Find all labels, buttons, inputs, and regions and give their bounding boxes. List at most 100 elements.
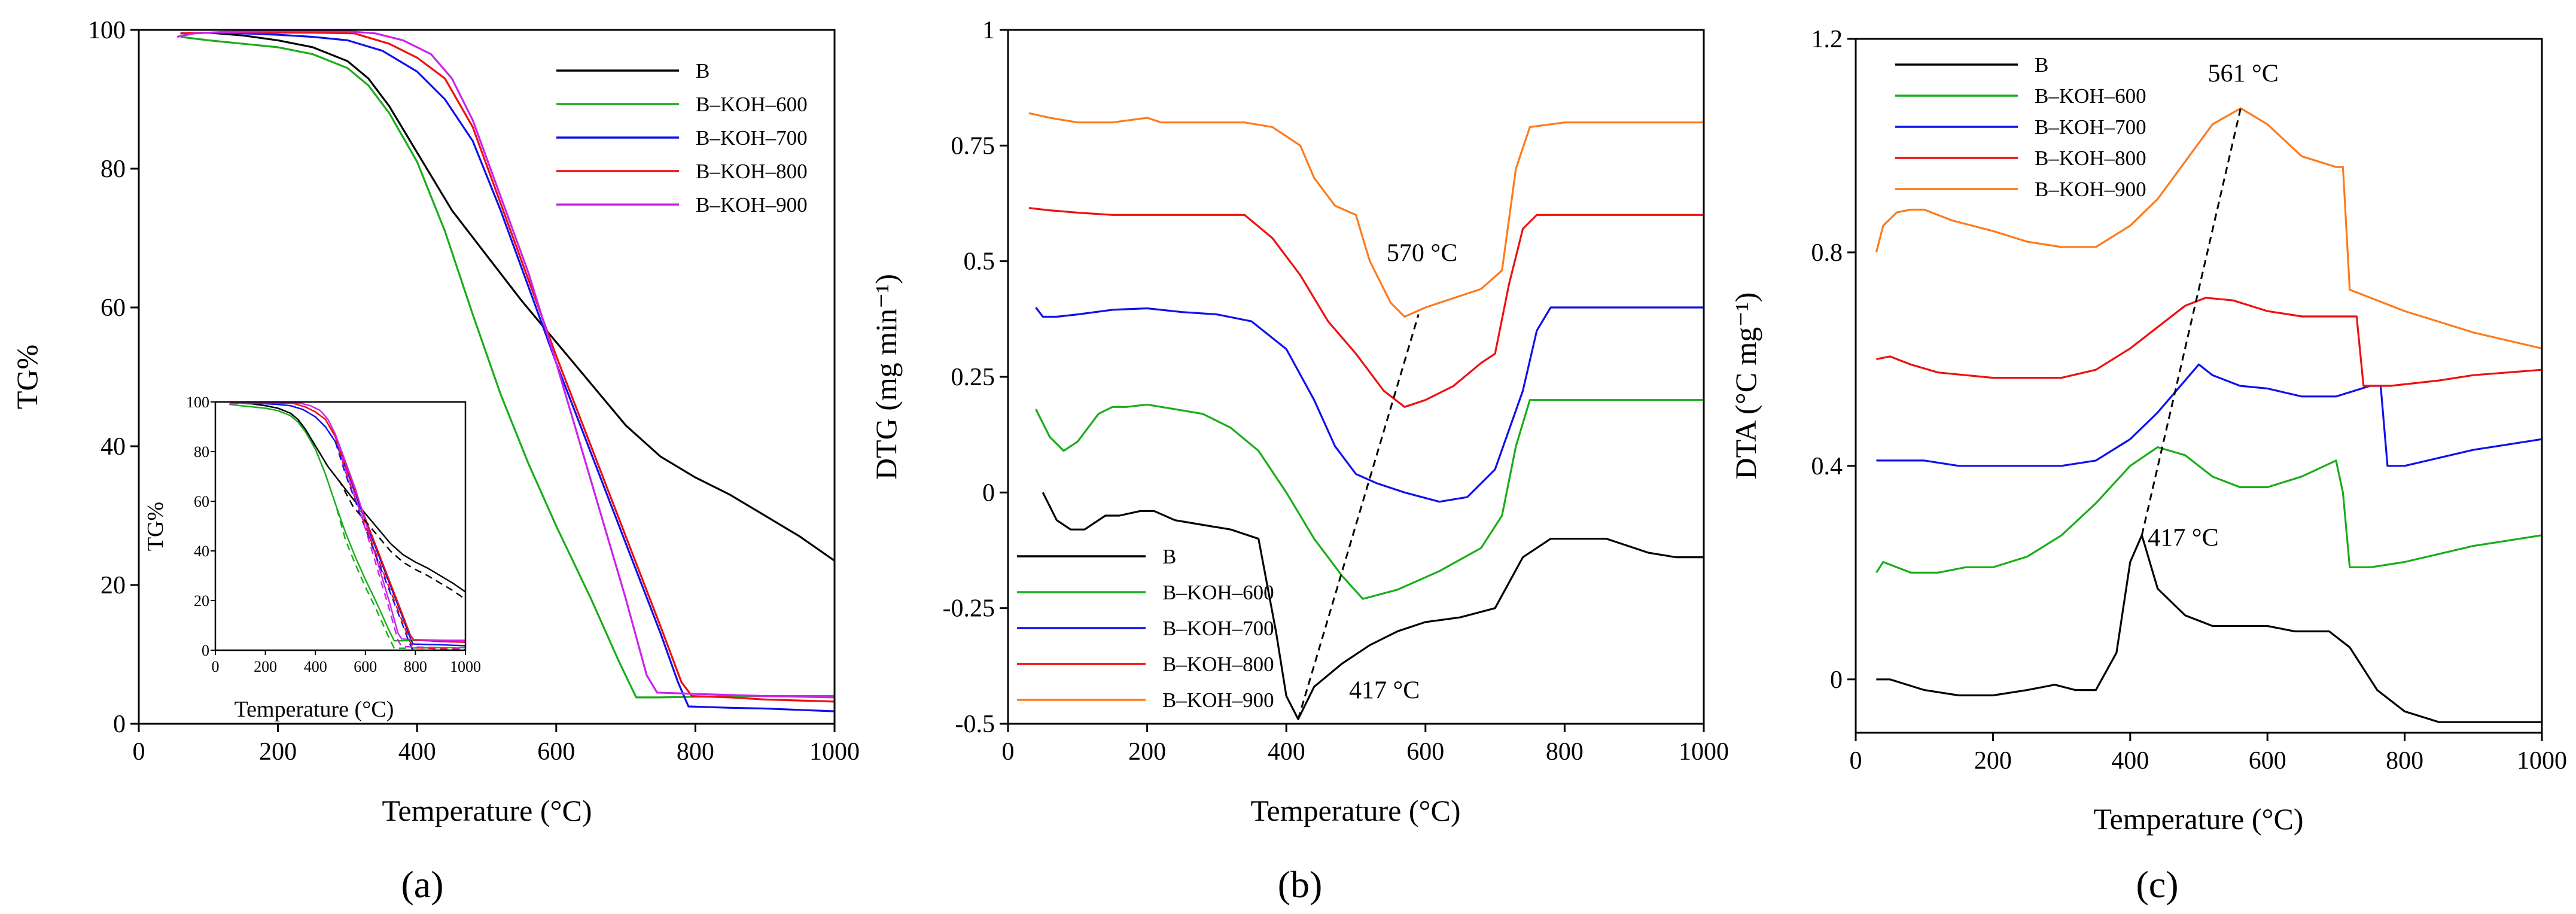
legend-label-b-koh-900: B–KOH–900 (696, 193, 808, 217)
legend-label-b: B (1162, 545, 1176, 568)
panel-c-frame (1855, 38, 2543, 734)
series-line-b-koh-600 (1035, 399, 1704, 600)
annotation-417c: 417 °C (2148, 525, 2218, 552)
panel-a-label: (a) (401, 863, 443, 906)
x-tick-label: 600 (1406, 738, 1444, 766)
x-tick-label: 800 (2386, 747, 2423, 775)
panel-a-inset: 0 200 400 600 800 1000 0 20 40 60 80 100 Temperatur… (143, 394, 481, 722)
y-tick-label: 20 (194, 592, 209, 610)
y-tick-label: 80 (101, 156, 126, 183)
x-tick-label: 400 (398, 738, 436, 766)
annotation-417c: 417 °C (1349, 677, 1420, 704)
y-tick-label: 1 (982, 17, 995, 44)
legend-label-b-koh-700: B–KOH–700 (2035, 115, 2146, 139)
x-tick-label: 1000 (1679, 738, 1729, 766)
legend-label-b-koh-900: B–KOH–900 (1162, 688, 1274, 712)
panel-c-dta-chart: 0 200 400 600 800 1000 0 0.4 0.8 1.2 Temperature … (1729, 26, 2567, 906)
y-tick-label: 40 (194, 543, 209, 560)
panel-b-axes: 0 200 400 600 800 1000 -0.5 -0.25 0 0.25 0.5 0.75 1 (943, 17, 1729, 766)
x-tick-label: 1000 (2517, 747, 2567, 775)
series-line-b-koh-800 (180, 32, 835, 703)
y-tick-label: 60 (101, 294, 126, 322)
y-tick-label: 0.75 (951, 132, 995, 160)
legend-label-b-koh-600: B–KOH–600 (1162, 581, 1274, 604)
peak-trend-line (1297, 314, 1420, 720)
legend-label-b: B (2035, 53, 2048, 77)
x-tick-label: 600 (354, 658, 377, 675)
legend-label-b-koh-900: B–KOH–900 (2035, 178, 2146, 201)
series-line-b-koh-800 (1028, 207, 1704, 408)
x-tick-label: 800 (1546, 738, 1584, 766)
x-tick-label: 1000 (450, 658, 481, 675)
y-tick-label: 0 (1830, 666, 1843, 694)
panel-c-label-text: (c) (2136, 863, 2178, 906)
series-line-b-dashed (230, 402, 466, 600)
y-tick-label: 1.2 (1811, 26, 1843, 53)
x-tick-label: 200 (1974, 747, 2012, 775)
x-tick-label: 0 (1850, 747, 1862, 775)
x-tick-label: 200 (1128, 738, 1166, 766)
legend-label-b-koh-600: B–KOH–600 (2035, 84, 2146, 108)
x-tick-label: 0 (1002, 738, 1015, 766)
y-tick-label: 0.5 (964, 248, 995, 276)
legend-label-b-koh-800: B–KOH–800 (1162, 653, 1274, 676)
x-tick-label: 400 (1268, 738, 1305, 766)
legend-label-b-koh-700: B–KOH–700 (696, 126, 808, 150)
panel-a-x-axis-label: Temperature (°C) (382, 794, 592, 827)
peak-trend-line (2140, 108, 2242, 536)
x-tick-label: 200 (259, 738, 297, 766)
legend-label-b: B (696, 59, 710, 83)
series-line-b (180, 32, 835, 562)
inset-background (215, 402, 465, 650)
panel-a-plot-area (176, 30, 835, 712)
panel-a-y-axis-label: TG% (10, 345, 44, 409)
series-line-b-koh-700 (1876, 363, 2542, 467)
inset-x-axis-label: Temperature (°C) (235, 697, 394, 722)
panel-b-label-text: (b) (1278, 863, 1323, 906)
y-tick-label: -0.25 (943, 595, 995, 623)
y-tick-label: 60 (194, 493, 209, 510)
y-tick-label: 0 (202, 642, 209, 659)
panel-b-x-axis-label: Temperature (°C) (1250, 794, 1460, 827)
series-line-b-koh-900 (1875, 107, 2542, 350)
panel-c-axes: 0 200 400 600 800 1000 0 0.4 0.8 1.2 (1811, 26, 2568, 775)
series-line-b-koh-900 (176, 30, 835, 699)
panel-c-legend: B B–KOH–600 B–KOH–700 B–KOH–800 B–KOH–900 (1895, 53, 2146, 201)
inset-axes: 0 200 400 600 800 1000 0 20 40 60 80 100 (186, 394, 481, 675)
legend-label-b-koh-800: B–KOH–800 (696, 160, 808, 183)
panel-a-legend: B B–KOH–600 B–KOH–700 B–KOH–800 B–KOH–900 (556, 59, 808, 217)
legend-label-b-koh-600: B–KOH–600 (696, 93, 808, 116)
annotation-570c: 570 °C (1387, 240, 1457, 267)
y-tick-label: 40 (101, 433, 126, 461)
panel-a-label-text: (a) (401, 863, 443, 906)
series-line-b-koh-700 (180, 32, 835, 712)
panel-b-annotations: 570 °C 417 °C (1297, 240, 1457, 720)
inset-frame (214, 401, 467, 651)
panel-c-plot-area (1875, 107, 2542, 723)
x-tick-label: 1000 (809, 738, 860, 766)
series-line-b-koh-600 (1875, 446, 2542, 574)
panel-c-annotations: 561 °C 417 °C (2140, 60, 2279, 552)
x-tick-label: 0 (212, 658, 220, 675)
panel-c-y-axis-label: DTA (°C mg⁻¹) (1729, 293, 1762, 480)
y-tick-label: -0.5 (955, 711, 995, 738)
legend-label-b-koh-800: B–KOH–800 (2035, 147, 2146, 170)
y-tick-label: 0.8 (1811, 239, 1843, 267)
series-line-b-koh-700 (1035, 306, 1704, 503)
x-tick-label: 600 (537, 738, 575, 766)
series-line-b-koh-800 (1876, 297, 2542, 387)
panel-b-legend: B B–KOH–600 B–KOH–700 B–KOH–800 B–KOH–900 (1017, 545, 1274, 712)
panel-b-label: (b) (1278, 863, 1323, 906)
y-tick-label: 0.4 (1811, 453, 1843, 480)
panel-a-frame (138, 29, 836, 725)
x-tick-label: 0 (133, 738, 145, 766)
panel-b-plot-area (1028, 112, 1704, 720)
legend-label-b-koh-700: B–KOH–700 (1162, 617, 1274, 640)
panel-b-dtg-chart: 0 200 400 600 800 1000-0.5-0.2500.250.50.751 … (869, 17, 1729, 906)
x-tick-label: 400 (2111, 747, 2149, 775)
y-tick-label: 100 (88, 17, 126, 44)
x-tick-label: 400 (304, 658, 327, 675)
series-line-b-koh-900 (1028, 112, 1704, 318)
